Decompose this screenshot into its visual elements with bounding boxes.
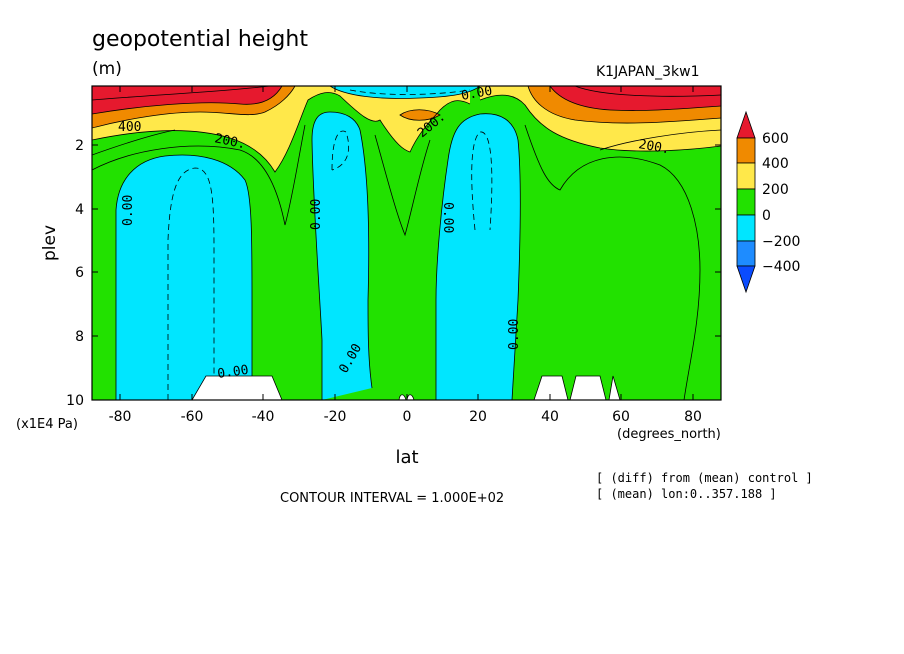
colorbar — [736, 110, 756, 294]
contour-label-200-right: 200. — [637, 137, 670, 157]
contour-label-0-top: 0.00 — [460, 84, 493, 104]
topography-north-2 — [569, 375, 607, 400]
contour-label-0-north-tropics: 0.00 — [440, 202, 455, 233]
x-tick-label: 20 — [469, 409, 487, 425]
topography-north-3 — [608, 375, 621, 400]
contour-label-0-north: 0.00 — [507, 319, 522, 350]
level-neg-region-south — [116, 155, 252, 400]
contour-label-0-south-tropics: 0.00 — [309, 199, 324, 230]
colorbar-label: 600 — [762, 131, 789, 147]
level-neg-region-top-center — [330, 86, 480, 99]
note-diff: [ (diff) from (mean) control ] — [596, 471, 813, 485]
contour-label-0-antarctic: 0.00 — [216, 363, 249, 382]
negative-contour-lines — [167, 89, 493, 400]
x-axis-ticks — [119, 86, 694, 400]
colorbar-label: −200 — [762, 234, 800, 250]
colorbar-swatch — [736, 214, 756, 242]
x-tick-label: -60 — [181, 409, 204, 425]
x-tick-label: 60 — [612, 409, 630, 425]
colorbar-label: −400 — [762, 259, 800, 275]
note-mean: [ (mean) lon:0..357.188 ] — [596, 487, 777, 501]
colorbar-label: 0 — [762, 208, 771, 224]
x-axis-title: lat — [395, 447, 418, 468]
y-tick-label: 8 — [75, 329, 84, 345]
colorbar-swatch — [736, 137, 756, 164]
x-tick-label: -40 — [252, 409, 275, 425]
y-axis-units: (x1E4 Pa) — [16, 417, 78, 432]
experiment-label: K1JAPAN_3kw1 — [596, 64, 700, 80]
colorbar-label: 400 — [762, 156, 789, 172]
colorbar-cap-bottom — [736, 265, 756, 294]
colorbar-swatch — [736, 188, 756, 216]
y-tick-label: 10 — [66, 393, 84, 409]
colorbar-labels: 600 400 200 0 −200 −400 — [762, 131, 800, 275]
x-tick-label: -20 — [324, 409, 347, 425]
y-tick-label: 6 — [75, 265, 84, 281]
colorbar-swatch — [736, 240, 756, 267]
level-400-600-region-center — [400, 109, 440, 121]
contour-label-0-south: 0.00 — [121, 195, 136, 226]
x-tick-label: 40 — [541, 409, 559, 425]
level-neg-region-south-tropics — [312, 112, 372, 400]
colorbar-cap-top — [736, 110, 756, 139]
y-axis-title: plev — [40, 225, 60, 261]
contour-label-400: 400 — [118, 120, 141, 135]
level-neg-region-north-tropics — [436, 113, 521, 400]
level-600-region-right — [550, 86, 721, 111]
x-tick-label: 0 — [403, 409, 412, 425]
y-axis-ticks — [92, 144, 721, 337]
x-tick-label: 80 — [684, 409, 702, 425]
topography-antarctic — [191, 375, 283, 400]
contour-lines — [92, 86, 721, 400]
contour-label-200-left: 200. — [213, 131, 247, 152]
contour-field — [92, 86, 721, 400]
chart-title: geopotential height — [92, 27, 308, 52]
chart-units: (m) — [92, 59, 122, 79]
x-tick-labels: -80 -60 -40 -20 0 20 40 60 80 — [109, 409, 702, 425]
topography-north-1 — [533, 375, 569, 400]
x-tick-label: -80 — [109, 409, 132, 425]
x-axis-units: (degrees_north) — [617, 427, 721, 442]
y-tick-label: 2 — [75, 138, 84, 154]
colorbar-swatch — [736, 162, 756, 190]
y-tick-label: 4 — [75, 202, 84, 218]
y-tick-labels: 2 4 6 8 10 — [66, 138, 84, 409]
colorbar-label: 200 — [762, 182, 789, 198]
contour-interval-text: CONTOUR INTERVAL = 1.000E+02 — [280, 491, 504, 506]
